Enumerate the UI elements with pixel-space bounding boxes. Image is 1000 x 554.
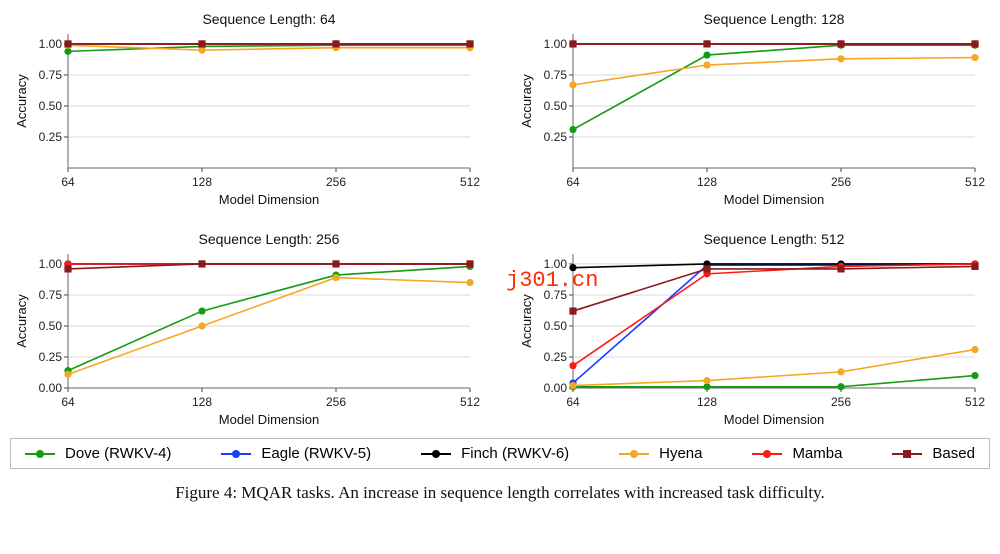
svg-text:0.25: 0.25 [544, 350, 568, 364]
svg-text:1.00: 1.00 [544, 257, 568, 271]
legend-label: Hyena [659, 445, 702, 462]
legend: Dove (RWKV-4) Eagle (RWKV-5) Finch (RWKV-6… [10, 438, 990, 469]
legend-label: Finch (RWKV-6) [461, 445, 569, 462]
svg-text:0.00: 0.00 [544, 381, 568, 395]
svg-text:Accuracy: Accuracy [519, 74, 534, 128]
svg-text:64: 64 [61, 175, 75, 189]
svg-text:0.25: 0.25 [39, 350, 63, 364]
svg-text:128: 128 [697, 175, 717, 189]
legend-label: Dove (RWKV-4) [65, 445, 171, 462]
svg-text:Sequence Length: 256: Sequence Length: 256 [199, 231, 340, 247]
svg-text:512: 512 [965, 175, 985, 189]
svg-text:64: 64 [566, 395, 580, 409]
svg-text:0.25: 0.25 [39, 130, 63, 144]
chart-svg-2: 0.00 0.25 0.50 0.75 1.00 64 128 256 512 Sequence … [10, 230, 480, 430]
svg-text:0.50: 0.50 [544, 99, 568, 113]
legend-label: Eagle (RWKV-5) [261, 445, 371, 462]
svg-text:Accuracy: Accuracy [14, 74, 29, 128]
chart-svg-3: 0.00 0.25 0.50 0.75 1.00 64 128 256 512 Sequence … [515, 230, 985, 430]
svg-text:0.75: 0.75 [39, 68, 63, 82]
svg-text:64: 64 [61, 395, 75, 409]
svg-text:1.00: 1.00 [544, 37, 568, 51]
svg-text:1.00: 1.00 [39, 37, 63, 51]
legend-item-based: Based [892, 445, 975, 462]
svg-text:0.50: 0.50 [39, 319, 63, 333]
svg-text:Model Dimension: Model Dimension [724, 192, 824, 207]
svg-text:0.50: 0.50 [39, 99, 63, 113]
svg-text:128: 128 [192, 395, 212, 409]
svg-text:512: 512 [965, 395, 985, 409]
svg-text:0.75: 0.75 [39, 288, 63, 302]
svg-text:0.00: 0.00 [39, 381, 63, 395]
svg-text:128: 128 [192, 175, 212, 189]
svg-text:Accuracy: Accuracy [519, 294, 534, 348]
legend-item-dove: Dove (RWKV-4) [25, 445, 171, 462]
legend-swatch [421, 447, 451, 461]
svg-text:0.75: 0.75 [544, 68, 568, 82]
figure-caption: Figure 4: MQAR tasks. An increase in seq… [10, 483, 990, 503]
legend-item-finch: Finch (RWKV-6) [421, 445, 569, 462]
legend-swatch [752, 447, 782, 461]
legend-label: Mamba [792, 445, 842, 462]
legend-swatch [892, 447, 922, 461]
svg-text:0.75: 0.75 [544, 288, 568, 302]
chart-svg-1: 0.25 0.50 0.75 1.00 64 128 256 512 Sequence Leng… [515, 10, 985, 210]
legend-item-hyena: Hyena [619, 445, 702, 462]
legend-label: Based [932, 445, 975, 462]
svg-text:256: 256 [326, 175, 346, 189]
svg-text:Model Dimension: Model Dimension [724, 412, 824, 427]
legend-item-mamba: Mamba [752, 445, 842, 462]
svg-text:512: 512 [460, 175, 480, 189]
svg-text:Sequence Length: 512: Sequence Length: 512 [704, 231, 845, 247]
svg-text:256: 256 [831, 175, 851, 189]
chart-grid: 0.25 0.50 0.75 1.00 64 128 256 512 Sequence Leng… [10, 10, 990, 430]
svg-text:Sequence Length: 64: Sequence Length: 64 [202, 11, 335, 27]
svg-text:0.25: 0.25 [544, 130, 568, 144]
svg-text:Model Dimension: Model Dimension [219, 412, 319, 427]
legend-swatch [221, 447, 251, 461]
svg-text:128: 128 [697, 395, 717, 409]
svg-text:256: 256 [326, 395, 346, 409]
panel-seq256: 0.00 0.25 0.50 0.75 1.00 64 128 256 512 Sequence … [10, 230, 485, 430]
panel-seq512: 0.00 0.25 0.50 0.75 1.00 64 128 256 512 Sequence … [515, 230, 990, 430]
svg-text:Model Dimension: Model Dimension [219, 192, 319, 207]
svg-text:0.50: 0.50 [544, 319, 568, 333]
legend-swatch [619, 447, 649, 461]
svg-text:Accuracy: Accuracy [14, 294, 29, 348]
panel-seq128: 0.25 0.50 0.75 1.00 64 128 256 512 Sequence Leng… [515, 10, 990, 210]
legend-swatch [25, 447, 55, 461]
svg-text:512: 512 [460, 395, 480, 409]
chart-svg-0: 0.25 0.50 0.75 1.00 64 128 256 512 Sequence Leng… [10, 10, 480, 210]
legend-item-eagle: Eagle (RWKV-5) [221, 445, 371, 462]
svg-text:64: 64 [566, 175, 580, 189]
svg-text:Sequence Length: 128: Sequence Length: 128 [704, 11, 845, 27]
svg-text:256: 256 [831, 395, 851, 409]
panel-seq64: 0.25 0.50 0.75 1.00 64 128 256 512 Sequence Leng… [10, 10, 485, 210]
svg-text:1.00: 1.00 [39, 257, 63, 271]
